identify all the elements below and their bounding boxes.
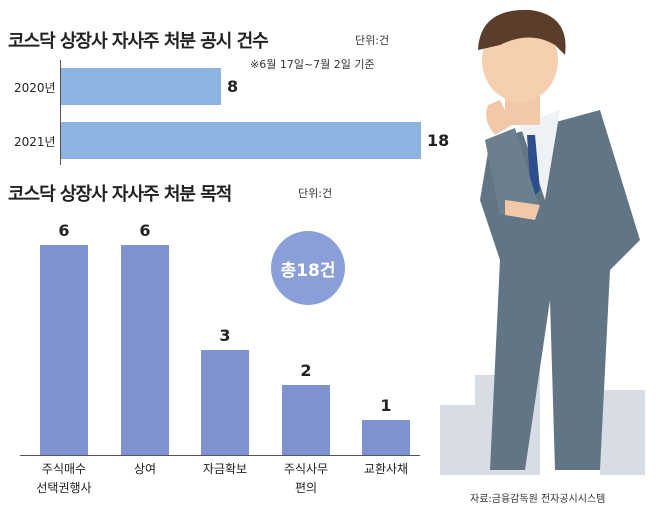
category-label: 주식매수 선택권행사 — [36, 462, 92, 495]
category-label: 자금확보 — [202, 462, 248, 476]
bar — [61, 122, 421, 159]
value-label: 6 — [58, 221, 70, 240]
bar — [201, 350, 249, 455]
value-label: 3 — [219, 326, 231, 345]
annotation: 총18건 — [271, 231, 345, 305]
category-label: 주식사무 편의 — [283, 462, 329, 495]
category-label: 2021년 — [14, 135, 56, 149]
value-label: 2 — [300, 361, 312, 380]
value-label: 6 — [139, 221, 151, 240]
bar — [40, 245, 88, 455]
bar — [121, 245, 169, 455]
chart-title: 코스닥 상장사 자사주 처분 공시 건수 — [8, 31, 269, 52]
note: ※6월 17일~7월 2일 기준 — [250, 58, 375, 71]
value-label: 1 — [380, 396, 392, 415]
chart-title: 코스닥 상장사 자사주 처분 목적 — [8, 184, 232, 205]
man — [478, 9, 640, 470]
bar — [282, 385, 330, 455]
unit: 단위:건 — [298, 187, 333, 200]
baseline — [20, 455, 420, 456]
category-label: 2020년 — [14, 81, 56, 95]
axis-line — [60, 60, 61, 165]
bar — [362, 420, 410, 455]
unit: 단위:건 — [355, 34, 390, 47]
source: 자료:금융감독원 전자공시시스템 — [470, 494, 606, 505]
bar — [61, 68, 221, 105]
value-label: 8 — [227, 77, 239, 96]
category-label: 교환사채 — [363, 462, 409, 476]
value-label: 18 — [427, 131, 450, 150]
category-label: 상여 — [133, 462, 157, 476]
buildings — [440, 360, 645, 475]
